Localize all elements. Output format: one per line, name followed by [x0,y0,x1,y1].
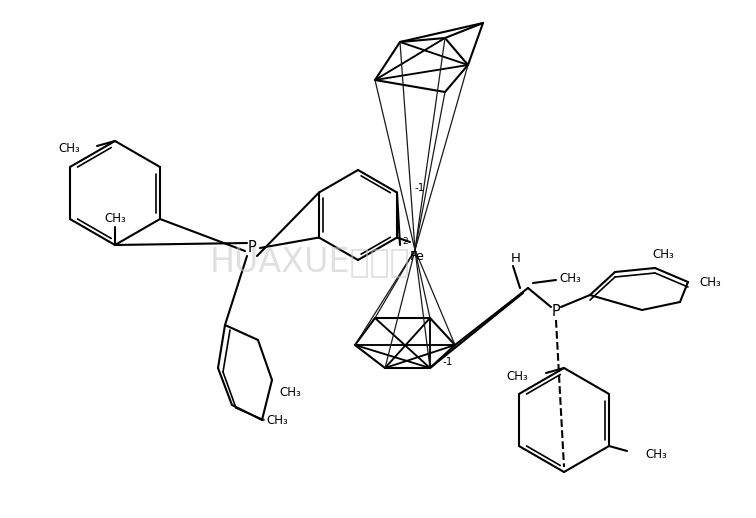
Text: P: P [552,305,560,320]
Text: CH₃: CH₃ [279,385,301,398]
Text: 2: 2 [402,237,407,246]
Text: HUAXUE化学加: HUAXUE化学加 [209,246,411,279]
Text: -1: -1 [415,183,425,193]
Text: CH₃: CH₃ [266,413,288,426]
Text: CH₃: CH₃ [699,276,721,289]
Text: Fe: Fe [410,250,425,263]
Text: CH₃: CH₃ [645,448,667,461]
Text: CH₃: CH₃ [104,212,126,225]
Text: CH₃: CH₃ [652,248,674,261]
Text: H: H [511,252,521,265]
Text: CH₃: CH₃ [58,142,80,155]
Text: CH₃: CH₃ [507,369,528,382]
Text: CH₃: CH₃ [559,271,581,284]
Text: -1: -1 [443,357,453,367]
Text: P: P [248,240,256,255]
